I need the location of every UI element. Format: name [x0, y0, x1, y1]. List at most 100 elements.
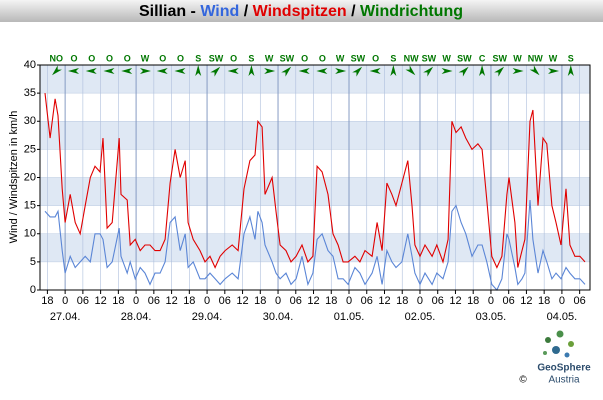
direction-label: O: [301, 53, 308, 63]
direction-label: O: [372, 53, 379, 63]
plot-frame: [39, 64, 591, 291]
title-part: Wind: [200, 3, 239, 20]
logo-dot: [552, 346, 560, 354]
wind-directions: NO O O O O W O O S SW O S W SW O O W SW O S NW SW W SW C SW W NW W S: [50, 53, 574, 77]
direction-arrow: [441, 68, 453, 74]
direction-arrow: [316, 68, 328, 74]
direction-arrow: [369, 68, 381, 74]
x-tick-label: 18: [112, 295, 124, 307]
copyright: ©: [519, 375, 527, 386]
y-tick-label: 30: [24, 115, 36, 127]
direction-label: O: [319, 53, 326, 63]
direction-arrow: [68, 68, 80, 74]
direction-arrow: [479, 65, 486, 76]
x-tick-label: 06: [148, 295, 160, 307]
direction-label: C: [479, 53, 486, 63]
direction-label: O: [106, 53, 113, 63]
date-label: 29.04.: [192, 311, 223, 323]
direction-label: O: [230, 53, 237, 63]
direction-label: W: [141, 53, 150, 63]
direction-label: NW: [404, 53, 419, 63]
x-tick-label: 12: [307, 295, 319, 307]
x-tick-label: 18: [41, 295, 53, 307]
direction-label: O: [88, 53, 95, 63]
direction-arrow: [390, 65, 397, 76]
x-tick-label: 06: [77, 295, 89, 307]
direction-label: SW: [493, 53, 508, 63]
lines: [44, 93, 586, 291]
y-tick-label: 0: [30, 284, 36, 296]
direction-label: NW: [528, 53, 543, 63]
x-tick-label: 0: [204, 295, 210, 307]
y-tick-label: 15: [24, 200, 36, 212]
direction-label: W: [442, 53, 451, 63]
direction-label: S: [195, 53, 201, 63]
y-tick-label: 25: [24, 143, 36, 155]
direction-label: W: [265, 53, 274, 63]
x-tick-label: 0: [62, 295, 68, 307]
x-tick-label: 18: [254, 295, 266, 307]
title-part: Sillian -: [139, 3, 200, 20]
direction-label: NO: [50, 53, 64, 63]
direction-label: S: [390, 53, 396, 63]
x-tick-label: 06: [432, 295, 444, 307]
direction-label: W: [336, 53, 345, 63]
x-tick-label: 12: [520, 295, 532, 307]
y-tick-label: 20: [24, 171, 36, 183]
direction-arrow: [567, 65, 574, 76]
x-tick-label: 0: [488, 295, 494, 307]
direction-label: S: [248, 53, 254, 63]
x-tick-label: 0: [133, 295, 139, 307]
x-tick-label: 12: [378, 295, 390, 307]
direction-label: SW: [422, 53, 437, 63]
direction-arrow: [494, 66, 505, 77]
direction-arrow: [85, 68, 97, 74]
x-tick-label: 12: [165, 295, 177, 307]
date-label: 30.04.: [263, 311, 294, 323]
direction-arrow: [405, 65, 416, 76]
x-tick-label: 06: [503, 295, 515, 307]
direction-arrow: [248, 65, 255, 76]
direction-label: W: [513, 53, 522, 63]
title-bar: [0, 0, 603, 22]
title-part: Windspitzen: [253, 3, 347, 20]
x-tick-label: 12: [236, 295, 248, 307]
x-tick-label: 0: [346, 295, 352, 307]
direction-label: O: [70, 53, 77, 63]
direction-arrow: [548, 68, 560, 74]
direction-arrow: [423, 66, 434, 77]
logo-name: GeoSphere: [537, 363, 591, 374]
y-tick-label: 40: [24, 59, 36, 71]
axes: 0 5 10 15 20 25 30 35 40 18 0 06 12 18 0 06 12 18 0 06 12 18 0…: [24, 59, 591, 323]
logo-dot: [556, 330, 564, 338]
direction-arrow: [195, 65, 202, 76]
direction-arrow: [264, 68, 276, 74]
direction-arrow: [529, 65, 540, 76]
band: [40, 65, 590, 94]
direction-arrow: [335, 68, 347, 74]
series-line: [44, 93, 586, 269]
date-label: 28.04.: [121, 311, 152, 323]
y-tick-label: 10: [24, 228, 36, 240]
direction-label: SW: [351, 53, 366, 63]
date-label: 27.04.: [50, 311, 81, 323]
y-tick-label: 35: [24, 87, 36, 99]
x-tick-label: 18: [183, 295, 195, 307]
x-tick-label: 18: [325, 295, 337, 307]
direction-label: SW: [280, 53, 295, 63]
title-part: /: [347, 3, 360, 20]
direction-arrow: [156, 68, 168, 74]
x-tick-label: 0: [275, 295, 281, 307]
title-part: /: [239, 3, 252, 20]
y-axis-label: Wind / Windspitzen in km/h: [8, 111, 20, 244]
direction-label: SW: [457, 53, 472, 63]
direction-label: SW: [209, 53, 224, 63]
direction-arrow: [512, 68, 524, 74]
direction-arrow: [174, 68, 186, 74]
logo: GeoSphere Austria ©: [519, 330, 591, 386]
logo-dot: [545, 337, 551, 343]
date-label: 02.05.: [405, 311, 436, 323]
x-tick-label: 06: [361, 295, 373, 307]
x-tick-label: 06: [219, 295, 231, 307]
